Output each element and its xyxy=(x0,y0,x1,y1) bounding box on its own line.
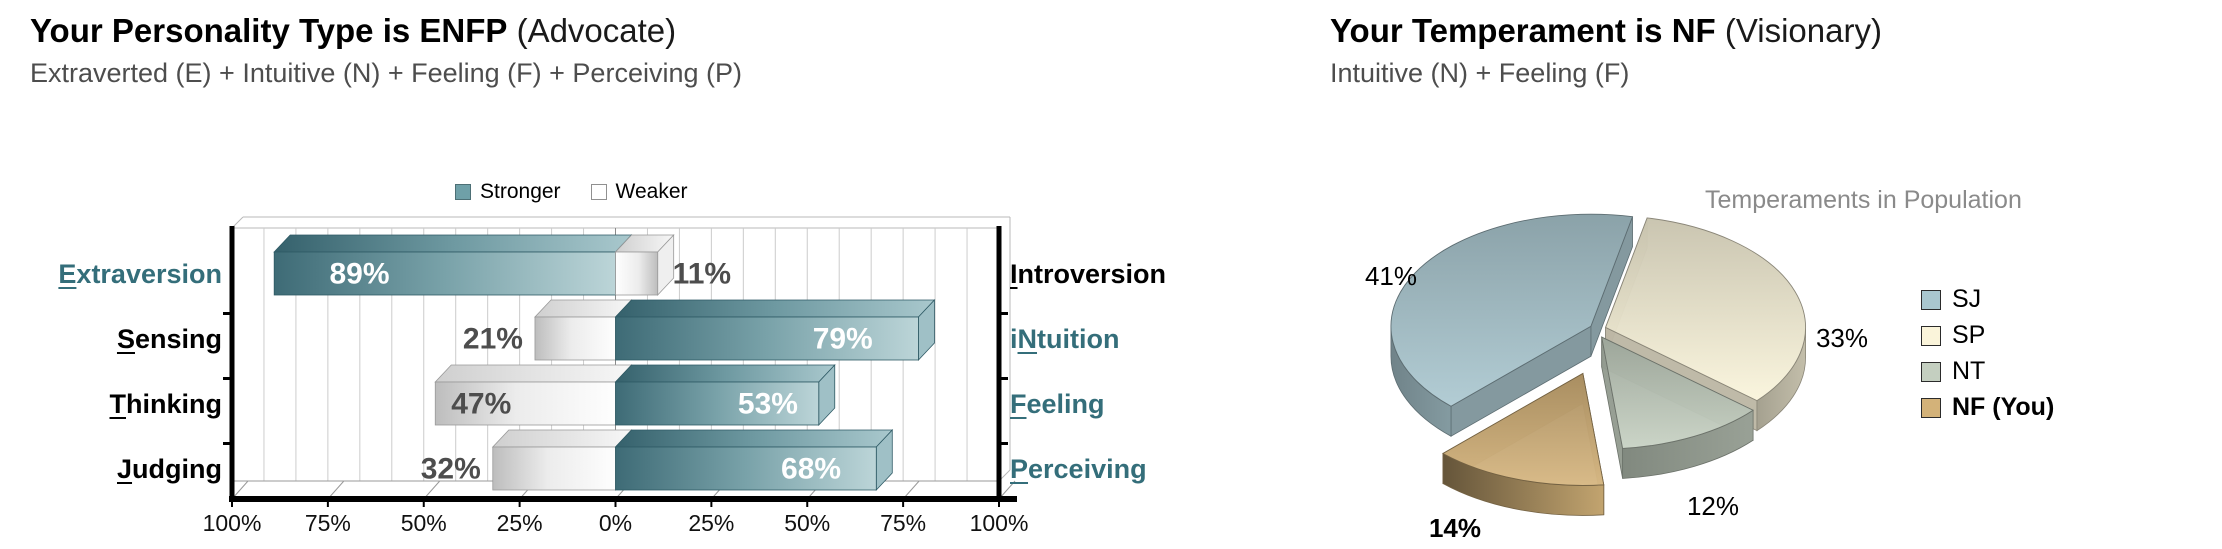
bar-row-judging: 68% 32% xyxy=(421,428,894,492)
x-axis-tick-label: 100% xyxy=(970,510,1029,536)
trait-right-introversion: Introversion xyxy=(1010,258,1167,289)
x-axis-tick-label: 25% xyxy=(497,510,543,536)
legend-weaker-label: Weaker xyxy=(615,180,688,203)
personality-panel: Your Personality Type is ENFP (Advocate)… xyxy=(30,12,1166,544)
nt-swatch-icon xyxy=(1921,361,1941,382)
pie-slice-nf-you xyxy=(1442,372,1605,516)
temperament-pie-chart-svg: 41% 33% 12% 14% xyxy=(1365,213,1868,543)
stronger-pct-label: 89% xyxy=(329,258,389,291)
sp-swatch-icon xyxy=(1921,325,1941,346)
trait-left-thinking: Thinking xyxy=(109,388,223,419)
pie-pct-label-nt: 12% xyxy=(1687,491,1739,521)
x-axis-tick-label: 25% xyxy=(688,510,734,536)
x-axis-tick-label: 50% xyxy=(401,510,447,536)
x-axis-tick-label: 50% xyxy=(784,510,830,536)
pie-legend-item-sj: SJ xyxy=(1921,285,1981,314)
temperament-subtitle: Intuitive (N) + Feeling (F) xyxy=(1330,58,1630,88)
stronger-pct-label: 79% xyxy=(813,323,873,356)
trait-right-feeling: Feeling xyxy=(1010,388,1105,419)
pie-legend-sj-label: SJ xyxy=(1952,285,1982,313)
weaker-pct-label: 47% xyxy=(451,388,511,421)
temperament-title-type: Your Temperament is NF xyxy=(1330,12,1716,49)
pie-slice-sj xyxy=(1390,213,1634,437)
personality-subtitle: Extraverted (E) + Intuitive (N) + Feelin… xyxy=(30,58,742,88)
pie-slice-nt xyxy=(1601,336,1755,479)
x-axis-tick-label: 75% xyxy=(880,510,926,536)
pie-chart-title: Temperaments in Population xyxy=(1705,186,2022,214)
temperament-title-nickname: (Visionary) xyxy=(1715,12,1882,49)
bar-chart-legend: Stronger Weaker xyxy=(455,180,688,204)
pie-legend-nf-label: NF (You) xyxy=(1952,393,2055,421)
personality-title-type: Your Personality Type is ENFP xyxy=(30,12,508,49)
sj-swatch-icon xyxy=(1921,289,1941,310)
weaker-pct-label: 11% xyxy=(673,258,731,291)
legend-item-weaker: Weaker xyxy=(590,180,688,204)
axes: 100% 75% 50% 25% 0% 25% 50% 75% 100% xyxy=(203,226,1029,536)
stronger-swatch-icon xyxy=(455,184,471,200)
trait-right-perceiving: Perceiving xyxy=(1010,453,1147,484)
bar-row-thinking: 53% 47% xyxy=(434,363,836,427)
temperament-title: Your Temperament is NF (Visionary) xyxy=(1330,12,1882,50)
x-axis-tick-label: 0% xyxy=(599,510,632,536)
pie-legend-item-nt: NT xyxy=(1921,357,1985,386)
trait-right-intuition: iNtuition xyxy=(1010,323,1120,354)
stronger-pct-label: 68% xyxy=(781,453,841,486)
weaker-swatch-icon xyxy=(590,184,607,200)
pie-pct-label-sp: 33% xyxy=(1816,323,1868,353)
pie-legend-item-sp: SP xyxy=(1921,321,1985,350)
pie-pct-label-nf: 14% xyxy=(1429,513,1481,543)
pie-pct-label-sj: 41% xyxy=(1365,261,1417,291)
strength-bar-chart: 89% 11% 79% 21% 53% 47% 68% 32% 100% 75% 50% 25% 0% 2… xyxy=(155,150,1060,544)
legend-stronger-label: Stronger xyxy=(480,180,561,203)
legend-item-stronger: Stronger xyxy=(455,180,561,204)
personality-title-nickname: (Advocate) xyxy=(507,12,677,49)
bar-row-extraversion: 89% 11% xyxy=(273,233,731,297)
bar-row-sensing: 79% 21% xyxy=(463,298,936,362)
strength-bar-chart-svg: 89% 11% 79% 21% 53% 47% 68% 32% 100% 75% 50% 25% 0% 2… xyxy=(203,216,1029,536)
x-axis-tick-label: 75% xyxy=(305,510,351,536)
trait-left-extraversion: Extraversion xyxy=(58,258,222,289)
x-axis-tick-label: 100% xyxy=(203,510,262,536)
stronger-pct-label: 53% xyxy=(738,388,798,421)
pie-legend-sp-label: SP xyxy=(1952,321,1986,349)
temperament-panel: Your Temperament is NF (Visionary) Intui… xyxy=(1330,0,2222,544)
pie-legend-item-nf-you: NF (You) xyxy=(1921,393,2054,422)
trait-left-judging: Judging xyxy=(117,453,222,484)
temperament-pie-chart: 41% 33% 12% 14% xyxy=(1330,160,1890,544)
pie-legend-nt-label: NT xyxy=(1952,357,1986,385)
trait-left-sensing: Sensing xyxy=(116,323,222,354)
weaker-pct-label: 32% xyxy=(421,453,481,486)
weaker-pct-label: 21% xyxy=(463,323,523,356)
nf-you-swatch-icon xyxy=(1921,397,1941,418)
personality-title: Your Personality Type is ENFP (Advocate) xyxy=(30,12,676,50)
